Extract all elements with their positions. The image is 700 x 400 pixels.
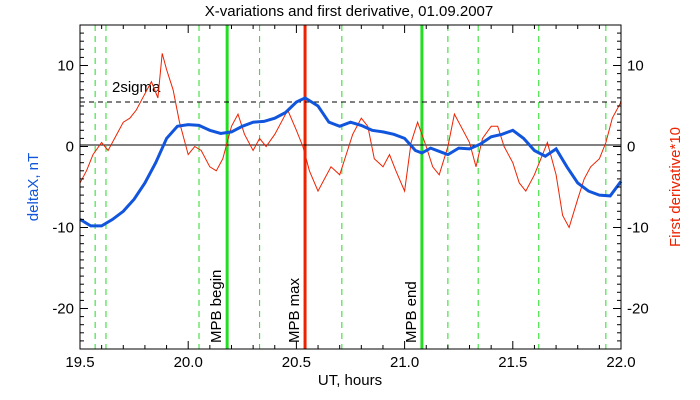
y-tick-label-left-0: -20	[52, 301, 74, 318]
x-axis-label: UT, hours	[318, 372, 382, 389]
x-tick-label-3: 21.0	[390, 354, 419, 371]
x-tick-label-1: 20.0	[174, 354, 203, 371]
x-tick-label-2: 20.5	[282, 354, 311, 371]
chart-title: X-variations and first derivative, 01.09…	[205, 3, 494, 20]
y-tick-label-left-1: -10	[52, 220, 74, 237]
solid-marker-label-2: MPB end	[403, 281, 420, 343]
y-tick-label-right-0: -20	[627, 301, 649, 318]
y-tick-label-left-2: 0	[66, 139, 74, 156]
y-axis: -20 -20 -10 -10 0 0 10 10	[52, 24, 649, 350]
derivative-series-line	[79, 53, 622, 229]
deltax-series-line	[79, 96, 623, 228]
solid-marker-layer	[225, 25, 424, 349]
x-tick-label-4: 21.5	[498, 354, 527, 371]
y-tick-label-right-2: 0	[627, 139, 635, 156]
x-axis: 19.5 20.0 20.5 21.0 21.5 22.0	[65, 25, 636, 371]
left-y-axis-label: deltaX, nT	[25, 153, 42, 221]
marker-label-layer: MPB begin MPB max MPB end	[208, 270, 420, 343]
x-tick-label-0: 19.5	[65, 354, 94, 371]
y-tick-label-left-3: 10	[57, 58, 74, 75]
solid-marker-label-1: MPB max	[286, 277, 303, 343]
dashed-marker-layer	[94, 25, 607, 349]
plot-frame	[79, 24, 622, 350]
solid-marker-label-0: MPB begin	[208, 270, 225, 343]
x-tick-label-5: 22.0	[606, 354, 635, 371]
y-tick-label-right-3: 10	[627, 58, 644, 75]
right-y-axis-label: First derivative*10	[667, 127, 684, 247]
y-tick-label-right-1: -10	[627, 220, 649, 237]
sigma-label: 2sigma	[112, 79, 161, 96]
